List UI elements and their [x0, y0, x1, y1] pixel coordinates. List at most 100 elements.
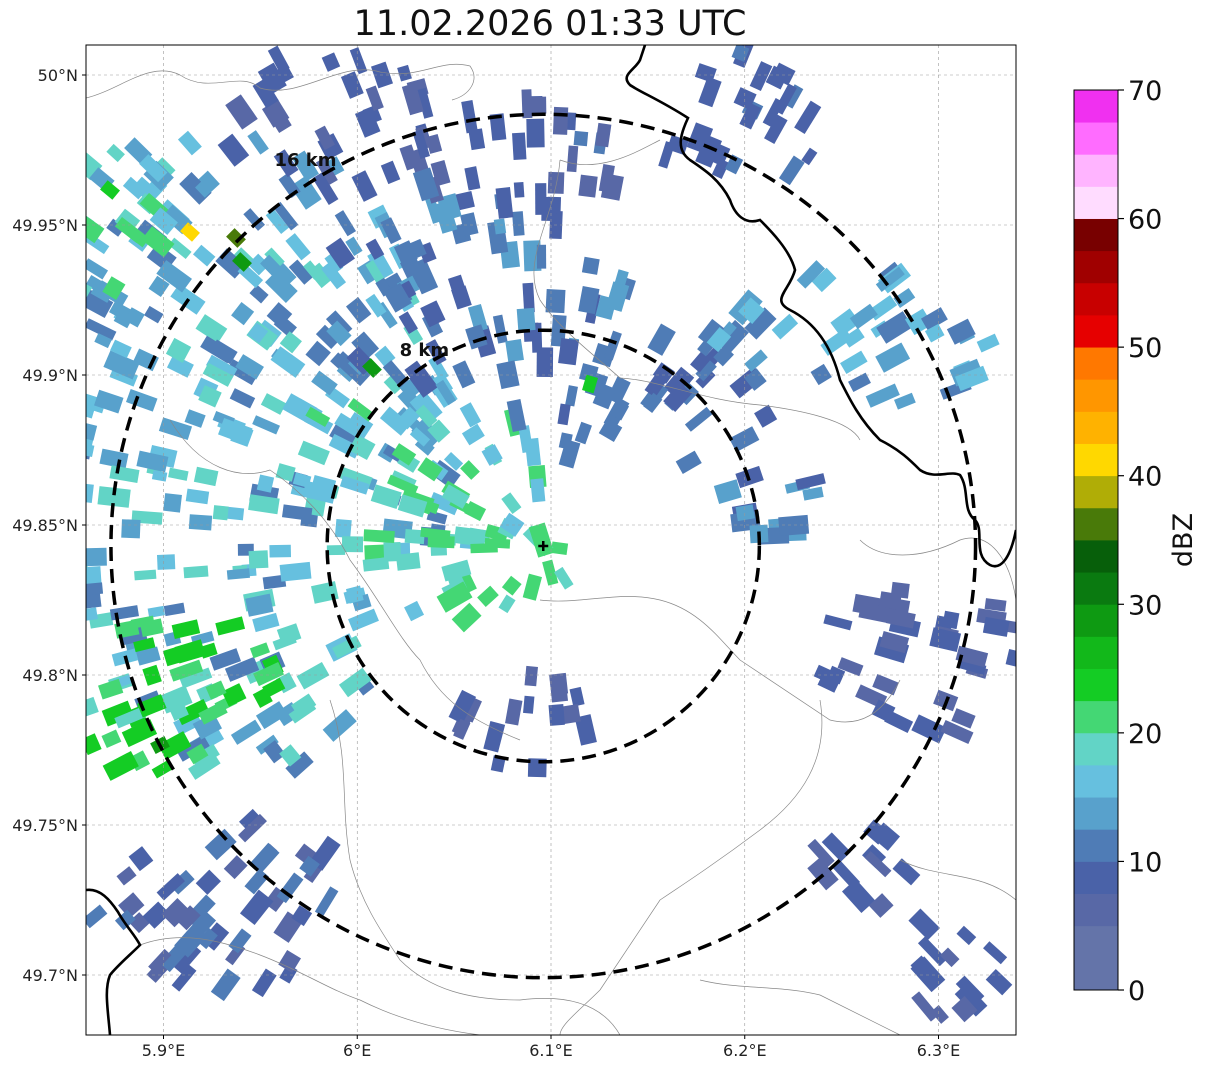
echo-bin — [744, 368, 767, 391]
echo-bin — [230, 423, 254, 447]
colorbar-segment — [1074, 829, 1118, 862]
echo-bin — [863, 819, 889, 845]
echo-bin — [252, 612, 280, 633]
echo-bin — [256, 474, 275, 493]
echo-bin — [364, 544, 385, 563]
municipal-boundary — [859, 537, 1016, 901]
echo-bin — [249, 284, 269, 304]
echo-bin — [493, 218, 507, 235]
echo-bin — [291, 905, 313, 927]
echo-bin — [312, 172, 339, 206]
echo-bin — [114, 909, 136, 931]
colorbar-tick-label: 10 — [1128, 847, 1162, 878]
echo-bin — [894, 392, 916, 410]
echo-bin — [976, 333, 1000, 353]
echo-bin — [179, 171, 212, 205]
echo-bin — [255, 734, 279, 755]
echo-bin — [411, 417, 443, 449]
echo-bin — [582, 374, 598, 394]
echo-bin — [483, 721, 506, 753]
echo-bin — [165, 337, 192, 363]
echo-bin — [481, 444, 503, 466]
echo-bin — [684, 406, 713, 432]
echo-bin — [171, 619, 201, 639]
echo-bin — [420, 527, 451, 540]
echo-bin — [461, 423, 485, 446]
echo-bin — [192, 712, 223, 740]
municipal-boundary — [559, 699, 823, 1035]
lon-tick-label: 5.9°E — [142, 1041, 186, 1060]
echo-bin — [548, 704, 565, 726]
lat-tick-label: 49.85°N — [12, 516, 78, 535]
echo-bin — [156, 260, 192, 293]
lat-tick-label: 49.8°N — [22, 666, 78, 685]
echo-bin — [505, 698, 523, 726]
echo-bin — [265, 208, 290, 234]
echo-bin — [255, 701, 288, 730]
echo-bin — [86, 566, 102, 587]
echo-bin — [516, 307, 536, 332]
echo-bin — [183, 565, 209, 579]
echo-bin — [86, 562, 89, 579]
echo-bin — [161, 898, 191, 928]
echo-bin — [598, 418, 623, 442]
echo-bin — [541, 196, 557, 222]
echo-bin — [467, 303, 488, 333]
echo-bin — [528, 96, 547, 114]
echo-bin — [322, 709, 357, 742]
echo-bin — [226, 568, 250, 580]
echo-bin — [920, 307, 948, 331]
echo-bin — [94, 333, 112, 349]
echo-bin — [199, 642, 218, 659]
echo-bin — [110, 339, 132, 359]
echo-bin — [260, 393, 287, 415]
echo-bin — [412, 129, 430, 159]
echo-bin — [821, 832, 851, 862]
echo-bin — [195, 869, 221, 895]
echo-bin — [942, 610, 960, 630]
echo-bin — [168, 467, 189, 481]
echo-bin — [811, 267, 837, 293]
lat-tick-label: 49.9°N — [22, 366, 78, 385]
echo-bin — [370, 484, 402, 509]
echo-bin — [872, 674, 899, 696]
echo-bin — [169, 702, 189, 721]
echo-bin — [983, 941, 1008, 965]
echo-bin — [244, 868, 270, 895]
echo-bin — [492, 314, 508, 344]
echo-bin — [754, 404, 778, 428]
echo-bin — [159, 942, 189, 973]
echo-bin — [744, 307, 777, 340]
echo-bin — [365, 293, 387, 318]
echo-bin — [362, 557, 390, 572]
echo-bin — [397, 406, 420, 430]
echo-bin — [122, 176, 147, 200]
colorbar-tick-label: 20 — [1128, 719, 1162, 750]
colorbar-segment — [1074, 925, 1118, 959]
echo-bin — [163, 602, 186, 617]
echo-bin — [865, 383, 900, 408]
echo-bin — [235, 354, 264, 380]
echo-bin — [695, 359, 717, 382]
echo-bin — [315, 324, 341, 349]
echo-bin — [334, 518, 352, 539]
echo-bin — [744, 349, 768, 372]
echo-bin — [341, 536, 364, 553]
echo-bin — [265, 270, 298, 303]
echo-bin — [459, 402, 482, 428]
echo-bin — [363, 529, 395, 544]
echo-bin — [550, 541, 569, 556]
echo-bin — [495, 186, 514, 219]
echo-bin — [526, 118, 545, 148]
echo-bin — [347, 398, 375, 422]
echo-bin — [558, 439, 581, 469]
echo-bin — [176, 734, 210, 762]
colorbar-segment — [1074, 572, 1118, 605]
echo-bin — [609, 399, 630, 421]
echo-bin — [489, 113, 507, 141]
echo-bin — [281, 504, 313, 521]
echo-bin — [169, 659, 204, 682]
echo-bin — [675, 450, 702, 474]
echo-bin — [524, 665, 538, 687]
echo-bin — [243, 208, 266, 231]
